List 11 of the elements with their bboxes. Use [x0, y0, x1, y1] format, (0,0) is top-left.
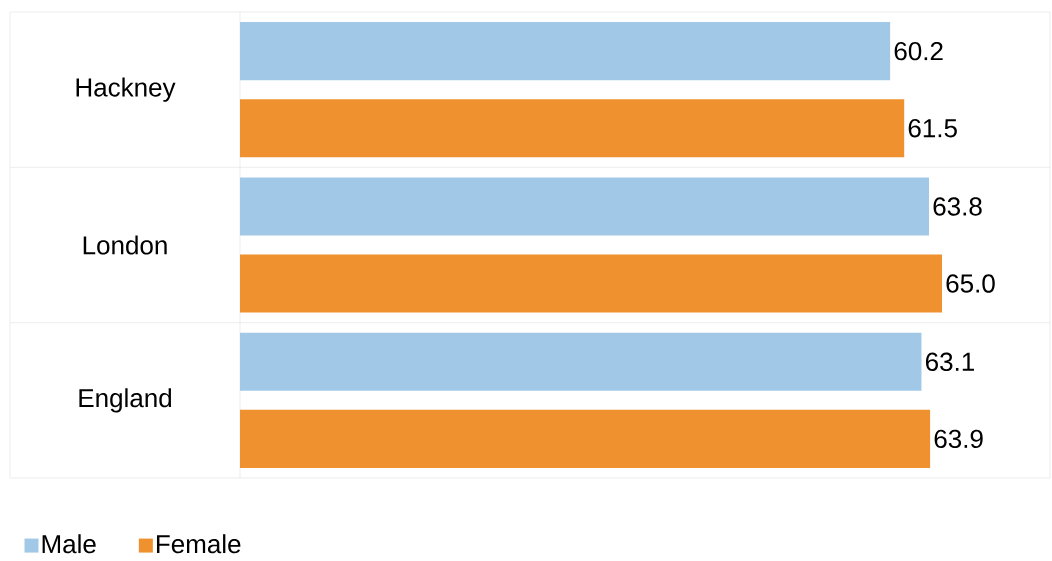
y-tick-label: Hackney [76, 77, 176, 102]
data-label: 63.8 [933, 197, 982, 216]
legend-label: Male [42, 534, 96, 554]
y-tick-label: London [83, 235, 167, 255]
data-label: 63.1 [925, 352, 974, 372]
legend-label: Female [156, 534, 241, 554]
data-label: 63.9 [934, 429, 983, 449]
data-label: 65.0 [946, 274, 995, 293]
y-tick-label: England [79, 388, 172, 413]
data-label: 61.5 [908, 119, 957, 138]
data-label: 60.2 [894, 41, 943, 61]
